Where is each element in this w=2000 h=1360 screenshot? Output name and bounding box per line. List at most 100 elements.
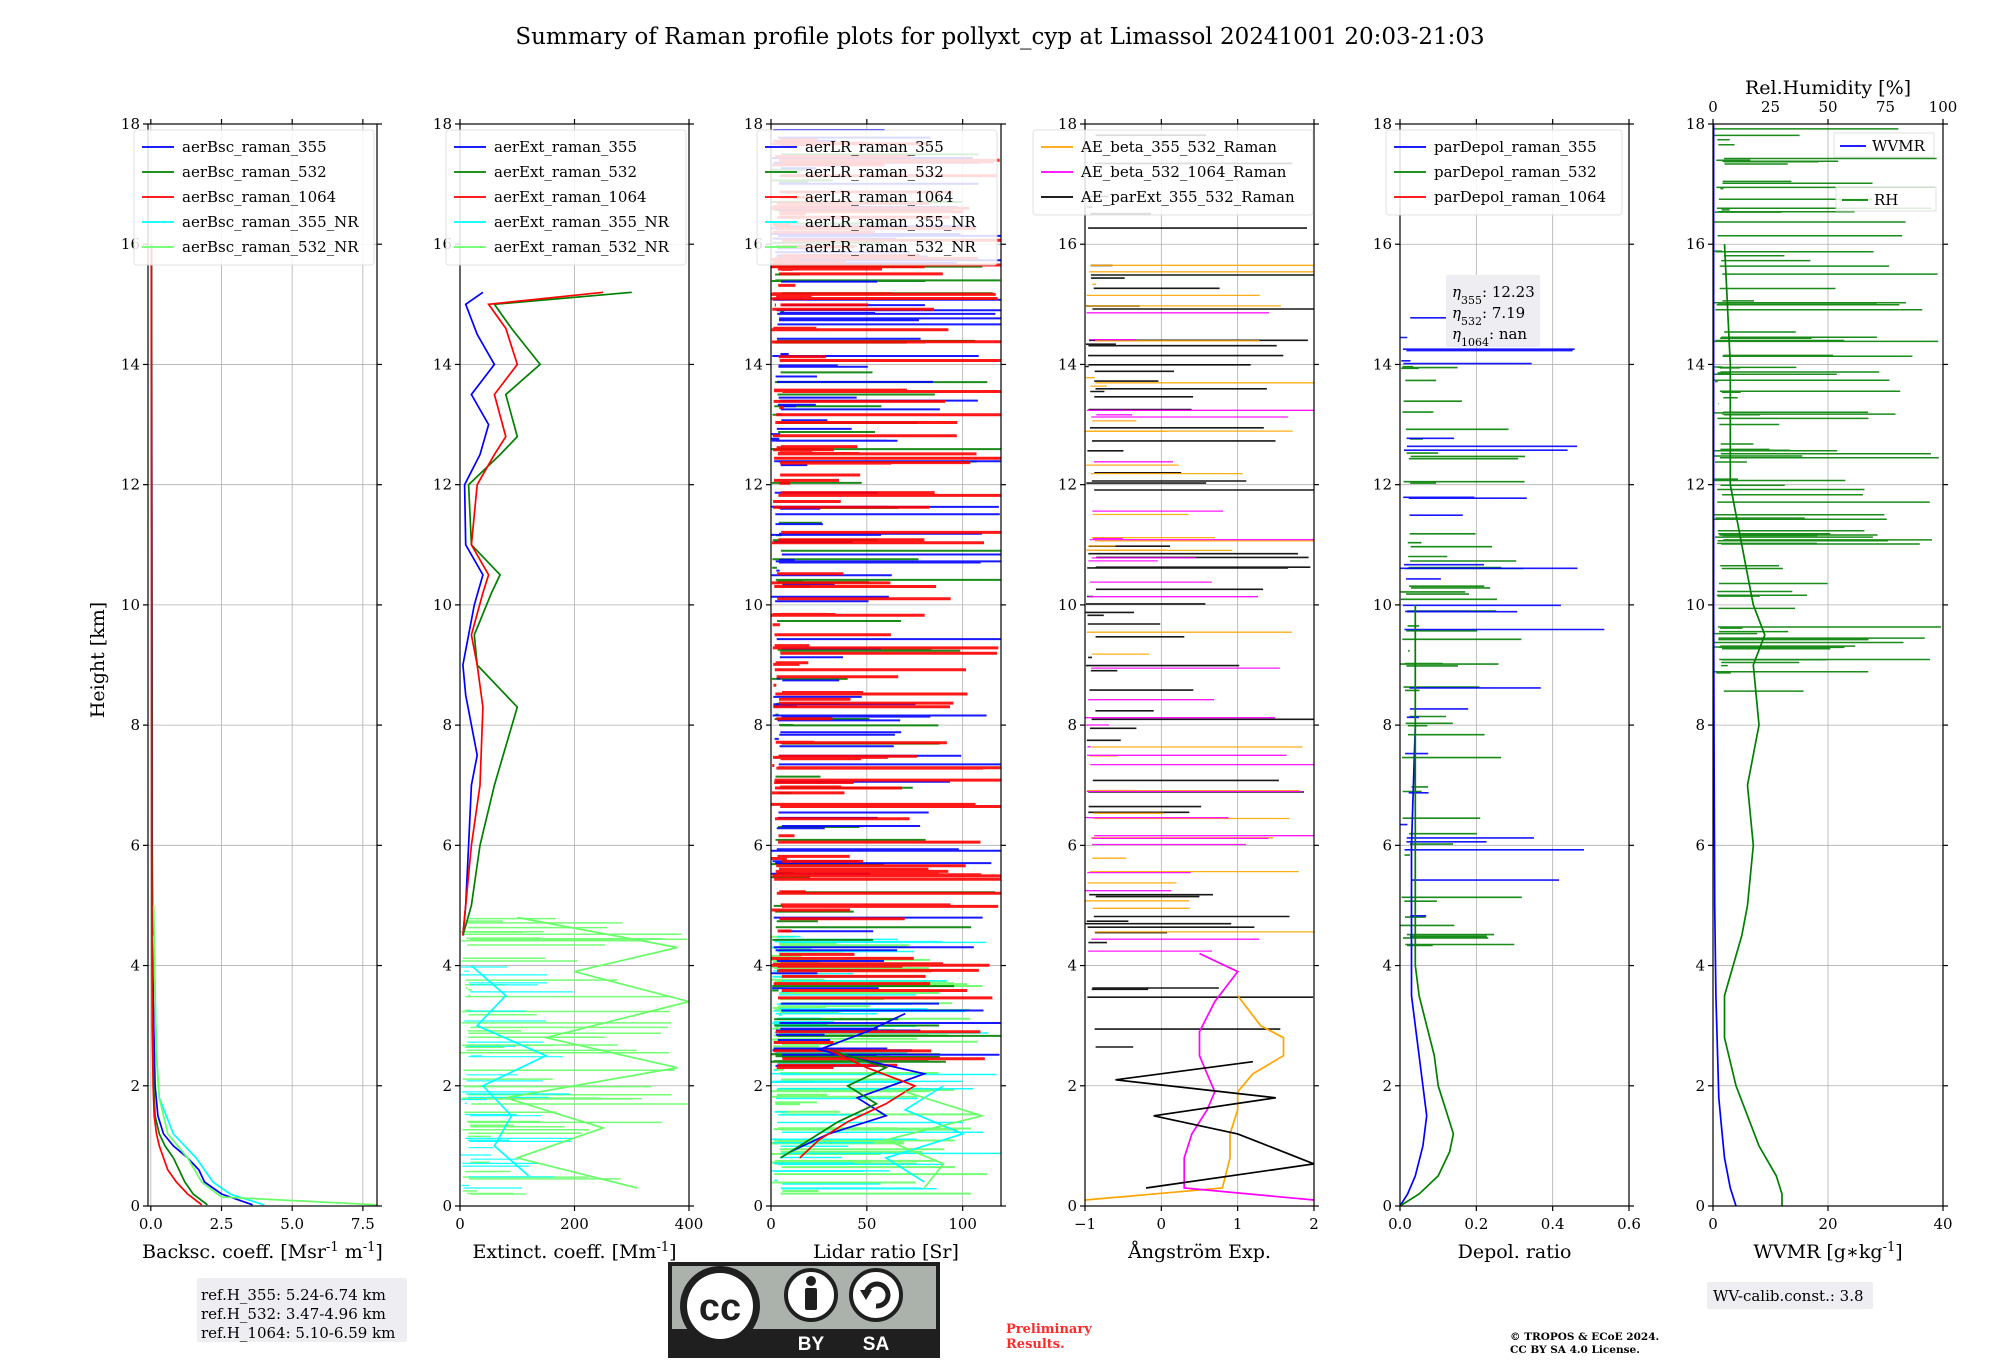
legend-box [133, 129, 375, 266]
x-tick-label: 2.5 [210, 1215, 234, 1233]
ref-height-box: ref.H_355: 5.24-6.74 km ref.H_532: 3.47-… [197, 1278, 407, 1342]
y-tick-label: 2 [130, 1077, 140, 1095]
series-aerlr-raman-1064 [799, 1048, 917, 1159]
cc-by-sa-badge: cc BY SA [668, 1262, 940, 1358]
y-tick-label: 4 [1382, 957, 1392, 975]
eta-box-bg [1446, 275, 1540, 347]
y-tick-label: 0 [442, 1197, 452, 1215]
y-tick-label: 12 [1373, 476, 1392, 494]
x-tick-label: 1 [1233, 1215, 1243, 1233]
legend-label: AE_parExt_355_532_Raman [1080, 188, 1295, 206]
plot-area [150, 244, 377, 1206]
x-tick-label: 7.5 [351, 1215, 375, 1233]
wv-calib-box: WV-calib.const.: 3.8 [1707, 1282, 1873, 1309]
y-tick-label: 4 [130, 957, 140, 975]
series-aerext-raman-355-nr [470, 964, 548, 1177]
legend-label: aerBsc_raman_532_NR [182, 238, 359, 256]
legend-label: aerLR_raman_355_NR [805, 213, 976, 231]
y-tick-label: 8 [1695, 716, 1705, 734]
top-tick-label: 100 [1929, 98, 1958, 116]
x-axis-label: Depol. ratio [1458, 1241, 1572, 1263]
x-tick-label: 0.0 [139, 1215, 163, 1233]
copyright-line1: © TROPOS & ECoE 2024. [1510, 1331, 1659, 1343]
y-tick-label: 0 [1067, 1197, 1077, 1215]
y-tick-label: 10 [1058, 596, 1077, 614]
y-tick-label: 8 [442, 716, 452, 734]
cc-logo-text: cc [699, 1287, 741, 1329]
y-axis-label: Height [km] [87, 602, 109, 718]
depol-noise-355 [1400, 317, 1605, 917]
legend-label: aerLR_raman_532_NR [805, 238, 976, 256]
sa-label: SA [863, 1334, 890, 1355]
legend: aerBsc_raman_355 aerBsc_raman_532 aerBsc_r… [133, 129, 375, 266]
axes-frame [147, 123, 378, 1207]
legend: aerExt_raman_355 aerExt_raman_532 aerExt_r… [445, 129, 687, 266]
x-tick-label: 0.0 [1388, 1215, 1412, 1233]
series-aerext-raman-1064 [462, 291, 604, 936]
x-tick-label: 0.4 [1541, 1215, 1565, 1233]
legend-label: parDepol_raman_1064 [1434, 188, 1606, 206]
y-tick-label: 14 [1686, 355, 1705, 373]
legend: aerLR_raman_355 aerLR_raman_532 aerLR_rama… [756, 129, 998, 266]
series-aerlr-raman-532-nr [883, 1090, 985, 1189]
depol-noise-532 [1400, 365, 1526, 947]
y-tick-label: 16 [1686, 235, 1705, 253]
legend-label: parDepol_raman_532 [1434, 163, 1597, 181]
y-tick-label: 16 [1373, 235, 1392, 253]
rh-noise-upper [1713, 128, 1941, 692]
axes-frame [1084, 123, 1315, 1207]
legend-label: AE_beta_355_532_Raman [1080, 138, 1277, 156]
figure-title: Summary of Raman profile plots for polly… [515, 24, 1484, 50]
y-tick-label: 16 [1058, 235, 1077, 253]
x-axis-label: Backsc. coeff. [Msr-1 m-1] [142, 1240, 383, 1264]
x-axis-label: WVMR [g∗kg-1] [1753, 1240, 1902, 1264]
x-tick-label: 0 [455, 1215, 465, 1233]
x-tick-label: 0 [1708, 1215, 1718, 1233]
ref-height-1064: ref.H_1064: 5.10-6.59 km [201, 1324, 395, 1342]
panel-depol: 0 2 4 6 8 10 12 14 16 18 0.0 0.2 0.4 0.6 Depol. ratio p… [1373, 115, 1641, 1263]
plot-area [460, 291, 689, 1195]
axes-frame [770, 123, 1002, 1207]
series-aerlr-raman-355 [789, 1012, 928, 1153]
y-tick-label: 18 [1686, 115, 1705, 133]
legend-label: aerExt_raman_532 [494, 163, 637, 181]
legend-label: AE_beta_532_1064_Raman [1080, 163, 1287, 181]
legend-label: aerExt_raman_532_NR [494, 238, 670, 256]
y-tick-label: 0 [130, 1197, 140, 1215]
y-tick-label: 18 [1058, 115, 1077, 133]
y-tick-label: 4 [753, 957, 763, 975]
y-tick-label: 12 [433, 476, 452, 494]
legend-label: aerLR_raman_1064 [805, 188, 953, 206]
legend-box [1385, 129, 1623, 216]
y-tick-label: 18 [121, 115, 140, 133]
y-tick-label: 14 [744, 355, 763, 373]
y-tick-label: 14 [1058, 355, 1077, 373]
ref-height-532: ref.H_532: 3.47-4.96 km [201, 1305, 386, 1323]
by-attribution-icon [784, 1268, 838, 1322]
series-pardepol-raman-532 [1400, 604, 1455, 1206]
x-tick-label: 0 [766, 1215, 776, 1233]
y-tick-label: 2 [1067, 1077, 1077, 1095]
ae-noise-beta-532-1064 [1085, 312, 1314, 952]
series-ae-beta-355-532-raman [1085, 995, 1285, 1201]
x-tick-label: 200 [560, 1215, 589, 1233]
x-tick-label: 20 [1818, 1215, 1837, 1233]
y-tick-label: 6 [1382, 836, 1392, 854]
x-tick-label: −1 [1074, 1215, 1096, 1233]
y-tick-label: 12 [1058, 476, 1077, 494]
y-tick-label: 2 [1695, 1077, 1705, 1095]
legend-entry: WVMR [1833, 132, 1935, 158]
top-tick-label: 50 [1818, 98, 1837, 116]
x-tick-label: 400 [675, 1215, 704, 1233]
series-aerlr-raman-355-nr [883, 1085, 966, 1183]
series-aerext-raman-355 [462, 291, 496, 936]
y-tick-label: 10 [121, 596, 140, 614]
legend-box [1833, 132, 1935, 158]
plot-area [1400, 317, 1605, 1206]
x-tick-label: 5.0 [280, 1215, 304, 1233]
axes-frame [1399, 123, 1630, 1207]
y-tick-label: 2 [1382, 1077, 1392, 1095]
top-axis-label: Rel.Humidity [%] [1745, 77, 1911, 99]
